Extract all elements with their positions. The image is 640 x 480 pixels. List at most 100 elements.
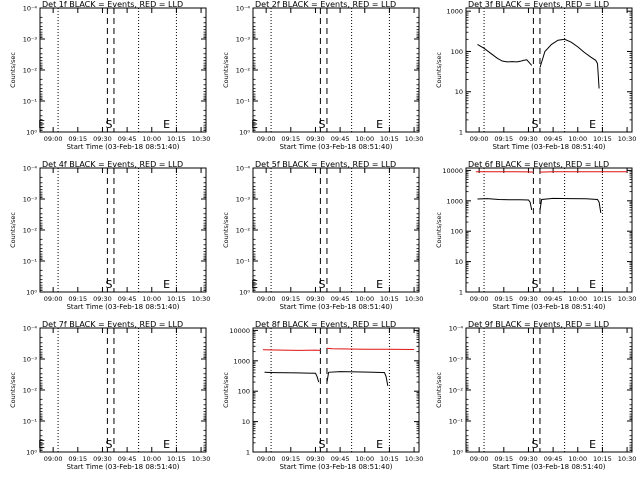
x-tick-label: 10:30 [618, 295, 637, 303]
x-tick-label: 10:30 [192, 295, 211, 303]
y-tick-label: 10000 [442, 167, 463, 175]
panel-title: Det 4f BLACK = Events, RED = LLD [42, 160, 183, 169]
y-axis-label: Counts/sec [435, 372, 443, 408]
y-tick-label: 10 [455, 258, 463, 266]
y-axis-label: Counts/sec [9, 212, 17, 248]
end-marker: E [38, 438, 45, 451]
events-series-line [539, 197, 602, 213]
y-tick-label: 10⁰ [26, 449, 37, 457]
x-tick-label: 10:00 [355, 455, 374, 463]
end-marker: E [376, 278, 383, 291]
start-marker: S [319, 118, 326, 131]
detector-panel: Det 8f BLACK = Events, RED = LLD 1 10 100 10… [222, 320, 423, 471]
y-axis-label: Counts/sec [435, 52, 443, 88]
x-tick-label: 09:45 [544, 295, 563, 303]
y-tick-label: 10⁻² [23, 387, 38, 395]
x-tick-label: 09:15 [494, 455, 513, 463]
x-axis-label: Start Time (03-Feb-18 08:51:40) [66, 463, 179, 471]
x-tick-label: 09:15 [281, 455, 300, 463]
y-tick-label: 100 [451, 228, 463, 236]
x-tick-label: 10:00 [142, 455, 161, 463]
y-tick-label: 10⁻³ [449, 356, 464, 364]
lld-series-line [262, 349, 321, 351]
x-tick-label: 09:15 [68, 135, 87, 143]
lld-series-line [326, 347, 415, 350]
start-marker: S [532, 118, 539, 131]
end-marker: E [163, 118, 170, 131]
y-tick-label: 10⁻¹ [23, 418, 38, 426]
y-tick-label: 10⁻³ [23, 356, 38, 364]
y-tick-label: 10⁻² [23, 67, 38, 75]
end-marker: E [163, 278, 170, 291]
x-tick-label: 10:00 [142, 135, 161, 143]
x-tick-label: 10:30 [405, 295, 424, 303]
x-tick-label: 10:15 [167, 135, 186, 143]
x-tick-label: 09:00 [257, 455, 276, 463]
y-tick-label: 10⁻² [236, 227, 251, 235]
y-axis-label: Counts/sec [222, 212, 230, 248]
end-marker: E [376, 438, 383, 451]
x-tick-label: 09:45 [331, 295, 350, 303]
x-tick-label: 10:30 [618, 455, 637, 463]
detector-panel: Det 9f BLACK = Events, RED = LLD 10⁰ 10⁻¹ 1… [435, 320, 636, 471]
x-tick-label: 10:30 [405, 455, 424, 463]
plot-frame [252, 167, 420, 293]
detector-panel: Det 7f BLACK = Events, RED = LLD 10⁰ 10⁻¹ 1… [9, 320, 210, 471]
x-tick-label: 10:00 [568, 455, 587, 463]
x-tick-label: 10:00 [355, 135, 374, 143]
start-marker: S [532, 278, 539, 291]
y-tick-label: 10⁰ [239, 289, 250, 297]
y-tick-label: 1 [459, 289, 463, 297]
panel-title: Det 1f BLACK = Events, RED = LLD [42, 0, 183, 9]
y-tick-label: 10⁻⁴ [236, 165, 251, 173]
x-tick-label: 09:30 [306, 135, 325, 143]
x-tick-label: 09:45 [544, 455, 563, 463]
end-marker: E [251, 118, 258, 131]
x-tick-label: 10:15 [167, 295, 186, 303]
panel-title: Det 5f BLACK = Events, RED = LLD [255, 160, 396, 169]
y-tick-label: 1000 [233, 357, 250, 365]
start-marker: S [319, 438, 326, 451]
y-tick-label: 10⁰ [26, 289, 37, 297]
panel-title: Det 8f BLACK = Events, RED = LLD [255, 320, 396, 329]
y-axis-label: Counts/sec [222, 52, 230, 88]
events-series-line [477, 198, 533, 211]
start-marker: S [106, 438, 113, 451]
detector-panel: Det 2f BLACK = Events, RED = LLD 10⁰ 10⁻¹ 1… [222, 0, 423, 151]
x-tick-label: 09:45 [118, 295, 137, 303]
x-tick-label: 09:15 [281, 295, 300, 303]
x-axis-label: Start Time (03-Feb-18 08:51:40) [492, 463, 605, 471]
y-axis-label: Counts/sec [9, 372, 17, 408]
y-tick-label: 10⁻¹ [23, 98, 38, 106]
x-tick-label: 10:00 [568, 295, 587, 303]
panel-title: Det 9f BLACK = Events, RED = LLD [468, 320, 609, 329]
plot-frame [39, 167, 207, 293]
detector-panel: Det 4f BLACK = Events, RED = LLD 10⁰ 10⁻¹ 1… [9, 160, 210, 311]
x-axis-label: Start Time (03-Feb-18 08:51:40) [279, 143, 392, 151]
y-tick-label: 100 [451, 48, 463, 56]
y-tick-label: 10000 [229, 327, 250, 335]
y-tick-label: 10⁻⁴ [236, 5, 251, 13]
start-marker: S [106, 278, 113, 291]
y-tick-label: 1000 [446, 8, 463, 16]
x-tick-label: 09:45 [331, 455, 350, 463]
x-axis-label: Start Time (03-Feb-18 08:51:40) [492, 303, 605, 311]
x-tick-label: 10:15 [380, 135, 399, 143]
events-series-line [264, 371, 320, 383]
start-marker: S [319, 278, 326, 291]
x-tick-label: 09:00 [44, 135, 63, 143]
plot-frame [465, 327, 633, 453]
y-tick-label: 10⁻⁴ [23, 165, 38, 173]
x-tick-label: 09:00 [44, 295, 63, 303]
end-marker: E [589, 438, 596, 451]
x-tick-label: 10:30 [192, 455, 211, 463]
detector-panel: Det 1f BLACK = Events, RED = LLD 10⁰ 10⁻¹ 1… [9, 0, 210, 151]
end-marker: E [38, 118, 45, 131]
x-tick-label: 10:15 [380, 455, 399, 463]
x-tick-label: 09:30 [93, 295, 112, 303]
y-tick-label: 10⁻¹ [23, 258, 38, 266]
y-tick-label: 10⁻¹ [236, 98, 251, 106]
end-marker: E [589, 118, 596, 131]
x-tick-label: 10:30 [192, 135, 211, 143]
